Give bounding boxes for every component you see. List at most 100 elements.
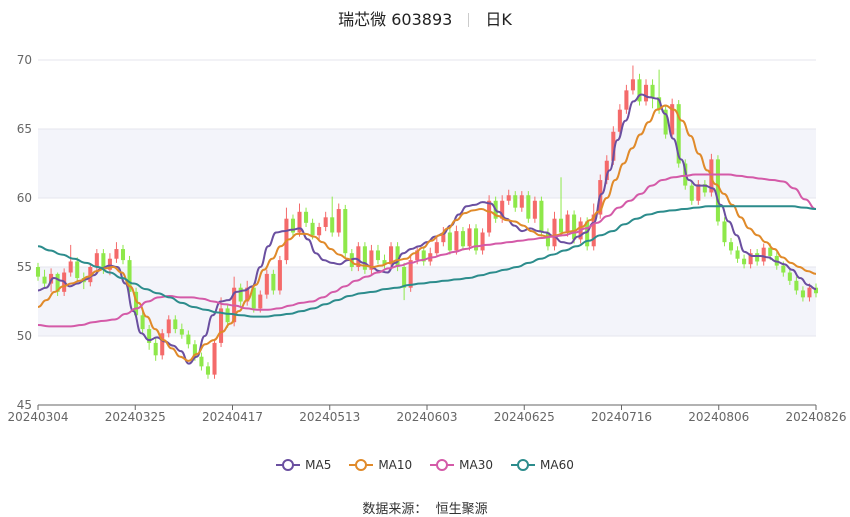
candle-body [369, 250, 374, 270]
legend-label: MA10 [378, 458, 413, 472]
legend-swatch-dot [355, 459, 368, 471]
y-tick-label: 50 [17, 329, 32, 343]
y-tick-label: 55 [17, 260, 32, 274]
candle-body [630, 79, 635, 91]
candle-body [389, 246, 394, 265]
x-tick-label: 20240603 [396, 410, 457, 424]
y-tick-label: 70 [17, 53, 32, 67]
candle-body [500, 200, 505, 219]
candle-body [800, 290, 805, 298]
candle-body [153, 342, 158, 356]
candle-body [140, 315, 145, 330]
candle-body [670, 104, 675, 135]
candle-body [120, 249, 126, 261]
candle-body [147, 329, 152, 343]
candle-body [467, 228, 472, 247]
candle-body [330, 217, 335, 233]
candle-body [617, 109, 622, 132]
ma30-line [37, 173, 817, 328]
candle-body [271, 273, 276, 291]
legend-label: MA60 [540, 458, 574, 472]
candle-body [552, 218, 557, 247]
stock-name: 瑞芯微 603893 [338, 10, 453, 29]
candle-body [454, 231, 459, 251]
candle-body [94, 253, 99, 267]
candle-body [75, 261, 80, 279]
candle-body [794, 280, 799, 291]
candle-body [415, 250, 420, 261]
candle-body [35, 267, 41, 277]
candle-body [42, 276, 47, 284]
candle-body [245, 287, 250, 302]
candle-body [637, 79, 642, 102]
candle-body [807, 287, 812, 298]
candle-body [277, 260, 282, 291]
legend-item-ma30[interactable]: MA30 [430, 458, 493, 472]
legend-swatch-dot [282, 459, 295, 471]
candle-body [663, 109, 668, 135]
candle-body [186, 334, 191, 345]
legend: MA5 MA10 MA30 MA60 [0, 458, 850, 472]
legend-item-ma60[interactable]: MA60 [511, 458, 574, 472]
kline-chart: 45 50 55 60 65 70 20240304 20240325 20240417 2024… [7, 53, 846, 424]
candle-body [88, 267, 93, 283]
candle-body [192, 344, 197, 357]
x-tick-label: 20240716 [591, 410, 652, 424]
candle-body [179, 329, 184, 335]
candle-body [55, 273, 60, 292]
candle-body [317, 226, 322, 236]
candle-body [447, 232, 452, 251]
source-label: 数据来源： [362, 502, 428, 517]
candle-body [643, 84, 649, 102]
x-tick-label: 20240826 [785, 410, 846, 424]
candle-body [336, 209, 341, 233]
candle-body [290, 218, 296, 233]
candle-body [689, 185, 694, 201]
chart-title: 瑞芯微 603893 日K [0, 6, 850, 30]
candle-body [761, 247, 766, 262]
ma10-line [37, 104, 817, 362]
legend-label: MA5 [305, 458, 332, 472]
legend-item-ma5[interactable]: MA5 [276, 458, 331, 472]
candle-body [611, 131, 616, 161]
candle-body [591, 214, 596, 247]
candle-body [585, 221, 590, 247]
candle-body [421, 250, 426, 262]
y-tick-label: 45 [17, 398, 32, 412]
candle-body [715, 159, 720, 222]
candle-body [519, 195, 524, 208]
candle-body [160, 333, 165, 356]
grid-band [38, 267, 816, 336]
candle-body [722, 221, 727, 243]
candle-body [532, 200, 537, 219]
candle-body [114, 249, 119, 259]
candle-body [545, 232, 550, 247]
candle-body [487, 200, 492, 233]
legend-swatch-dot [517, 459, 530, 471]
legend-swatch-ma10 [349, 459, 374, 471]
candle-body [134, 291, 139, 316]
candle-body [264, 273, 269, 295]
candle-body [310, 222, 315, 236]
candle-body [781, 265, 786, 273]
legend-label: MA30 [459, 458, 494, 472]
candle-body [127, 260, 132, 292]
candle-body [441, 232, 446, 243]
candle-body [219, 308, 224, 343]
candle-body [480, 232, 485, 251]
title-separator [468, 13, 470, 27]
candle-body [650, 84, 655, 98]
data-source: 数据来源： 恒生聚源 [0, 498, 850, 517]
legend-item-ma10[interactable]: MA10 [349, 458, 412, 472]
candle-body [101, 253, 106, 270]
candle-body [742, 258, 747, 265]
candle-body [728, 242, 734, 251]
candle-body [297, 211, 302, 233]
candle-body [323, 217, 328, 227]
candle-body [238, 287, 243, 302]
candle-body [382, 260, 387, 265]
candle-body [402, 267, 407, 288]
x-tick-label: 20240806 [688, 410, 749, 424]
candle-body [107, 258, 112, 270]
y-tick-label: 60 [17, 191, 32, 205]
